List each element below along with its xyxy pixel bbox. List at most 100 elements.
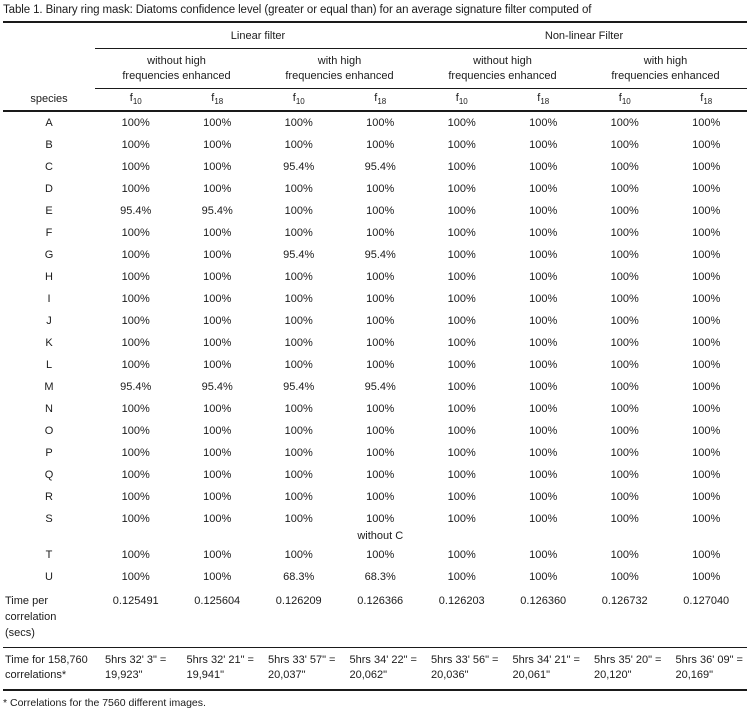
f-label: f (292, 92, 296, 105)
confidence-value-cell: 100% (203, 491, 232, 503)
time-total-line1: 5hrs 34' 21" = (512, 654, 580, 666)
f-label: f (129, 92, 133, 105)
species-cell: J (46, 315, 52, 327)
confidence-value-cell: 100% (203, 359, 232, 371)
confidence-value-cell: 100% (121, 139, 150, 151)
confidence-value-cell: 100% (203, 183, 232, 195)
confidence-value-cell: 95.4% (283, 249, 315, 261)
species-cell: P (45, 447, 53, 459)
confidence-value-cell: 100% (366, 117, 395, 129)
freq-col-f10: f10 (584, 88, 666, 112)
confidence-value-cell: 100% (529, 161, 558, 173)
species-row: U 100% 100% 68.3% 68.3% 100% 100% 100% 100% (3, 566, 747, 588)
confidence-value-cell: 95.4% (201, 381, 233, 393)
confidence-value-cell: 95.4% (201, 205, 233, 217)
species-cell: I (47, 293, 51, 305)
time-total-value-cell: 5hrs 33' 57" = 20,037" (258, 647, 340, 690)
species-row: B 100% 100% 100% 100% 100% 100% 100% 100% (3, 134, 747, 156)
confidence-value-cell: 100% (121, 447, 150, 459)
confidence-value-cell: 100% (529, 117, 558, 129)
confidence-value-cell: 100% (284, 447, 313, 459)
confidence-value-cell: 100% (284, 359, 313, 371)
subgroup-line: frequencies enhanced (611, 69, 720, 82)
table-footnote: * Correlations for the 7560 different im… (3, 697, 206, 709)
species-row: J 100% 100% 100% 100% 100% 100% 100% 100% (3, 310, 747, 332)
confidence-value-cell: 100% (610, 491, 639, 503)
species-row: G 100% 100% 95.4% 95.4% 100% 100% 100% 100% (3, 244, 747, 266)
confidence-value-cell: 100% (284, 205, 313, 217)
time-per-correlation-value: 0.125604 (194, 595, 241, 607)
confidence-value-cell: 100% (692, 469, 721, 481)
confidence-value-cell: 100% (610, 403, 639, 415)
confidence-value-cell: 100% (529, 271, 558, 283)
species-rows: A 100% 100% 100% 100% 100% 100% 100% 100% B 100% 10… (3, 111, 747, 588)
species-cell: R (45, 491, 53, 503)
confidence-value-cell: 100% (692, 491, 721, 503)
time-total-line2: 20,037" (268, 669, 306, 681)
confidence-value-cell: 100% (692, 549, 721, 561)
species-cell: S (45, 513, 53, 525)
confidence-value-cell: 100% (366, 549, 395, 561)
confidence-value-cell: 100% (447, 183, 476, 195)
confidence-value-cell: 100% (447, 381, 476, 393)
confidence-value-cell: 100% (203, 447, 232, 459)
time-total-line2: 19,941" (186, 669, 225, 681)
confidence-value-cell: 100% (121, 425, 150, 437)
confidence-value-cell: 100% (529, 183, 558, 195)
species-cell: C (45, 161, 53, 173)
confidence-value-cell: 68.3% (364, 571, 396, 583)
species-row: S 100% 100% 100% 100% without C 100% 100% 100% 10… (3, 508, 747, 544)
confidence-value-cell: 100% (366, 139, 395, 151)
confidence-value-cell: 100% (529, 293, 558, 305)
confidence-value-cell: 100% (610, 315, 639, 327)
time-per-correlation-value: 0.126209 (275, 595, 322, 607)
time-total-line2: 20,062" (349, 669, 388, 681)
confidence-value-cell: 100% (692, 227, 721, 239)
f-sub: 10 (621, 97, 631, 107)
species-row: O 100% 100% 100% 100% 100% 100% 100% 100% (3, 420, 747, 442)
confidence-value-cell: 100% (203, 425, 232, 437)
confidence-value-cell: 100% (447, 469, 476, 481)
confidence-value-cell: 100% (203, 117, 232, 129)
time-per-correlation-value: 0.126732 (601, 595, 648, 607)
species-cell: L (45, 359, 53, 371)
confidence-value-cell: 100% (610, 183, 639, 195)
confidence-value-cell: 100% (447, 271, 476, 283)
confidence-value-cell: 100% (284, 513, 313, 525)
confidence-value-cell: 100% (610, 161, 639, 173)
confidence-value-cell: 100% (366, 183, 395, 195)
confidence-value-cell: 100% (121, 359, 150, 371)
label-line: Time per (5, 595, 48, 607)
confidence-value-cell: 100% (610, 359, 639, 371)
confidence-value-cell: 100% (610, 139, 639, 151)
species-row: H 100% 100% 100% 100% 100% 100% 100% 100% (3, 266, 747, 288)
confidence-value-cell: 100% (692, 425, 721, 437)
frequency-subgroup-header-row: without high frequencies enhanced with h… (3, 48, 747, 89)
time-total-line2: 20,036" (431, 669, 469, 681)
confidence-value-cell: 100% (121, 491, 150, 503)
time-total-line2: 19,923" (105, 669, 143, 681)
confidence-value-cell: 95.4% (364, 249, 396, 261)
time-per-correlation-label: Time per correlation (secs) (3, 588, 95, 648)
confidence-value-cell: 95.4% (120, 205, 152, 217)
confidence-value-cell: 100% (284, 469, 313, 481)
confidence-value-cell: 100% (447, 549, 476, 561)
confidence-value-cell: 100% (529, 571, 558, 583)
confidence-value-cell: 100% (284, 337, 313, 349)
confidence-value-cell: 100% (529, 491, 558, 503)
time-total-value-cell: 5hrs 34' 21" = 20,061" (502, 647, 584, 690)
f-sub: 10 (132, 97, 142, 107)
species-cell: M (44, 381, 54, 393)
time-total-label: Time for 158,760 correlations* (3, 647, 95, 690)
subgroup-header-0: without high frequencies enhanced (95, 48, 258, 89)
confidence-value-cell: 100% (447, 315, 476, 327)
species-cell: F (45, 227, 53, 239)
time-per-correlation-value: 0.127040 (683, 595, 730, 607)
confidence-value-cell: 100% (610, 469, 639, 481)
label-line: correlations* (5, 669, 67, 681)
subgroup-header-2: without high frequencies enhanced (421, 48, 584, 89)
confidence-value: 100% (366, 513, 395, 525)
confidence-value-cell: 100% (284, 117, 313, 129)
confidence-value-cell: 100% (121, 403, 150, 415)
